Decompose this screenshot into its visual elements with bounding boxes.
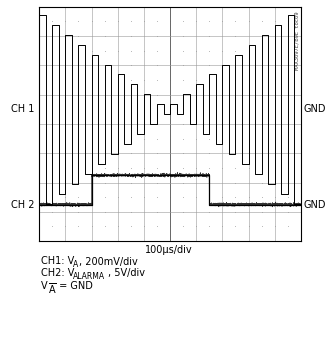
Text: = GND: = GND [56,281,93,291]
Text: 100μs/div: 100μs/div [145,245,192,254]
Text: A: A [73,260,78,269]
Text: CH 2: CH 2 [10,199,34,210]
Text: CH2: V: CH2: V [41,268,74,278]
Text: $\overline{\rm A}$: $\overline{\rm A}$ [48,281,57,296]
Text: GND: GND [303,104,326,114]
Text: V: V [41,281,47,291]
Text: MAX3097E/B9E toc09: MAX3097E/B9E toc09 [294,12,299,70]
Text: GND: GND [303,199,326,210]
Text: CH 1: CH 1 [11,104,34,114]
Text: CH1: V: CH1: V [41,256,74,266]
Text: ALARMA: ALARMA [73,272,105,281]
Text: , 200mV/div: , 200mV/div [79,256,138,266]
Text: , 5V/div: , 5V/div [108,268,145,278]
